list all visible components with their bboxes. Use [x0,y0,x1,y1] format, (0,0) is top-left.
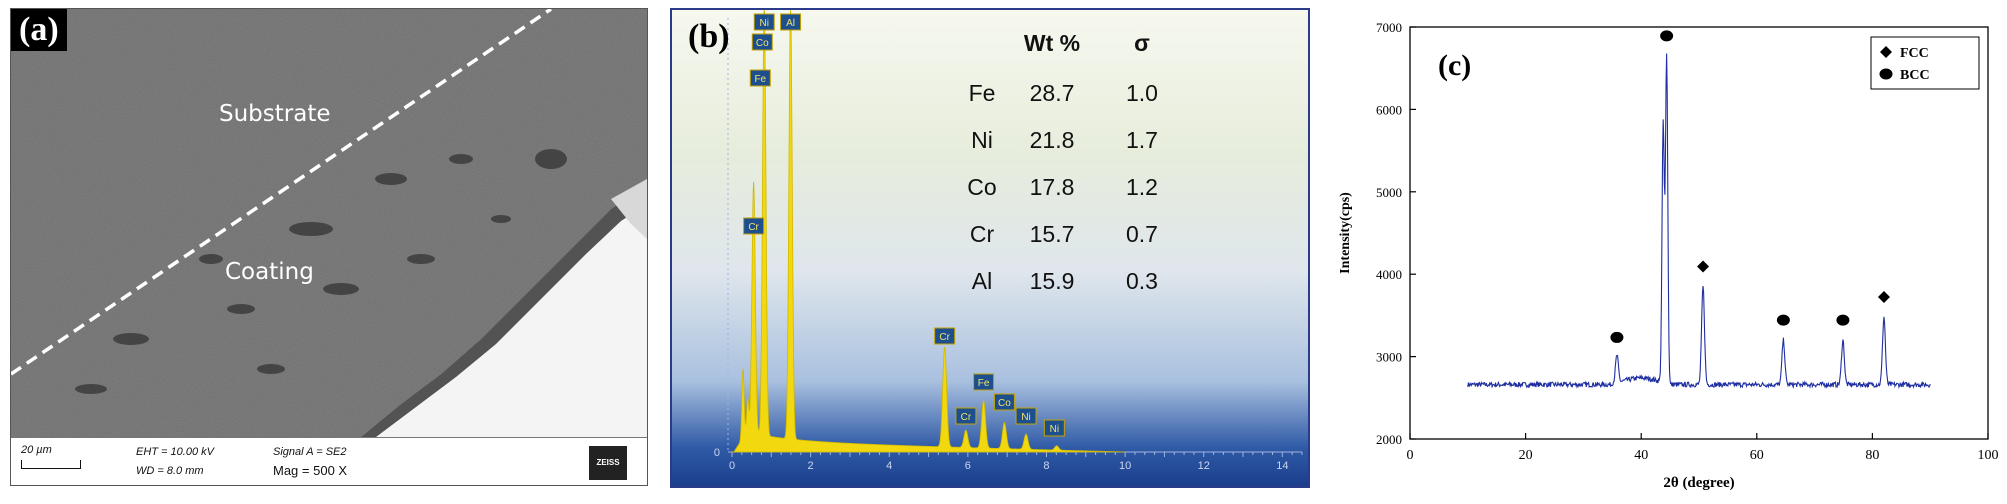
xrd-x-tick-label: 20 [1519,448,1533,463]
xrd-y-tick-label: 4000 [1376,267,1402,282]
element-label: Al [971,268,993,294]
xrd-y-tick-label: 3000 [1376,350,1402,365]
peak-label-box [934,327,956,345]
sigma-value: 1.2 [1126,174,1158,200]
peak-label: Fe [978,378,990,389]
peak-label: Ni [1050,424,1059,435]
sem-image-panel: (a) Substrate Coating 20 µm EHT = 10.00 … [10,8,648,486]
peak-label: Cr [939,332,950,343]
peak-label-box [993,393,1015,411]
xrd-panel: 0 20 40 60 80 100 2000 3000 4000 5000 6000 7000 2θ (… [1330,8,2007,504]
peak-label: Fe [754,74,766,85]
sigma-value: 0.7 [1126,221,1158,247]
zeiss-logo: ZEISS [589,446,627,480]
xrd-y-tick-label: 7000 [1376,20,1402,35]
peak-label: Ni [760,18,769,29]
peak-label-box [973,373,995,391]
fcc-peak-marker [1697,260,1710,273]
xrd-x-axis-label: 2θ (degree) [1663,475,1734,491]
coating-label: Coating [225,259,314,285]
eds-x-tick-label: 4 [886,460,892,472]
xrd-plot-frame [1409,26,1989,440]
bcc-peak-marker [1660,30,1674,42]
wt-header: Wt % [1023,30,1081,56]
eds-x-tick-label: 6 [965,460,971,472]
element-label: Ni [971,127,993,153]
xrd-legend [1870,36,1980,90]
peak-label: Cr [961,412,972,423]
peak-label-box [751,33,773,51]
xrd-x-tick-label: 60 [1750,448,1764,463]
bcc-peak-marker [1776,314,1790,326]
xrd-x-tick-label: 40 [1634,448,1648,463]
bcc-peak-marker [1836,314,1850,326]
peak-label-box [1043,419,1065,437]
sigma-value: 1.0 [1126,80,1158,106]
peak-label: Co [756,38,769,49]
peak-label-box [780,13,802,31]
legend-fcc-marker [1880,46,1892,58]
element-label: Cr [969,221,995,247]
wt-value: 15.9 [1029,268,1075,294]
eds-x-tick-label: 12 [1198,460,1210,472]
signal-readout: Signal A = SE2 [273,446,347,458]
peak-label-box [1015,407,1037,425]
peak-label-box [749,69,771,87]
panel-a-tag: (a) [11,9,67,51]
peak-label: Co [998,398,1011,409]
sem-info-bar: 20 µm EHT = 10.00 kV WD = 8.0 mm Signal … [11,437,647,485]
wt-value: 21.8 [1029,127,1075,153]
xrd-x-tick-label: 100 [1978,448,1999,463]
legend-label: BCC [1900,68,1930,83]
peak-label-box [955,407,977,425]
xrd-y-tick-label: 6000 [1376,102,1402,117]
element-label: Co [967,174,997,200]
wt-value: 28.7 [1029,80,1075,106]
xrd-y-tick-label: 5000 [1376,185,1402,200]
legend-bcc-marker [1879,68,1893,80]
substrate-label: Substrate [219,101,331,127]
fcc-peak-marker [1877,291,1890,304]
xrd-x-tick-label: 0 [1407,448,1414,463]
eht-readout: EHT = 10.00 kV [136,446,214,458]
eds-y-tick-label: 0 [714,447,720,459]
scale-bar-label: 20 µm [21,444,52,456]
xrd-x-tick-label: 80 [1865,448,1879,463]
eds-x-tick-label: 14 [1276,460,1288,472]
scale-bar [21,460,81,469]
peak-label: Al [786,18,795,29]
xrd-chart: 0 20 40 60 80 100 2000 3000 4000 5000 6000 7000 2θ (… [1338,20,1999,491]
peak-label: Cr [748,222,759,233]
sigma-header: σ [1134,30,1150,56]
wt-value: 17.8 [1029,174,1075,200]
bcc-peak-marker [1610,331,1624,343]
peak-label: Ni [1021,412,1030,423]
eds-spectrum-chart: 0 2 4 6 8 10 12 14 0 Ni Al Co Fe Cr Cr Fe Cr Co Ni Ni [714,10,1303,472]
xrd-pattern-line [1467,53,1931,390]
sigma-value: 1.7 [1126,127,1158,153]
eds-x-tick-label: 0 [729,460,735,472]
xrd-y-tick-label: 2000 [1376,432,1402,447]
peak-label-box [743,217,765,235]
eds-x-tick-label: 8 [1043,460,1049,472]
eds-spectrum-panel: 0 2 4 6 8 10 12 14 0 Ni Al Co Fe Cr Cr Fe Cr Co Ni Ni (b) W… [670,8,1310,488]
legend-label: FCC [1900,46,1929,61]
wt-value: 15.7 [1029,221,1075,247]
mag-readout: Mag = 500 X [273,463,348,478]
xrd-y-axis-label: Intensity(cps) [1338,192,1353,274]
panel-c-tag: (c) [1438,49,1471,82]
eds-x-tick-label: 10 [1119,460,1131,472]
panel-b-tag: (b) [688,18,730,55]
wd-readout: WD = 8.0 mm [136,465,204,477]
element-label: Fe [968,80,996,106]
eds-spectrum-area [732,10,1126,453]
sem-micrograph [11,9,647,437]
peak-label-box [753,13,775,31]
sigma-value: 0.3 [1126,268,1158,294]
eds-x-tick-label: 2 [808,460,814,472]
